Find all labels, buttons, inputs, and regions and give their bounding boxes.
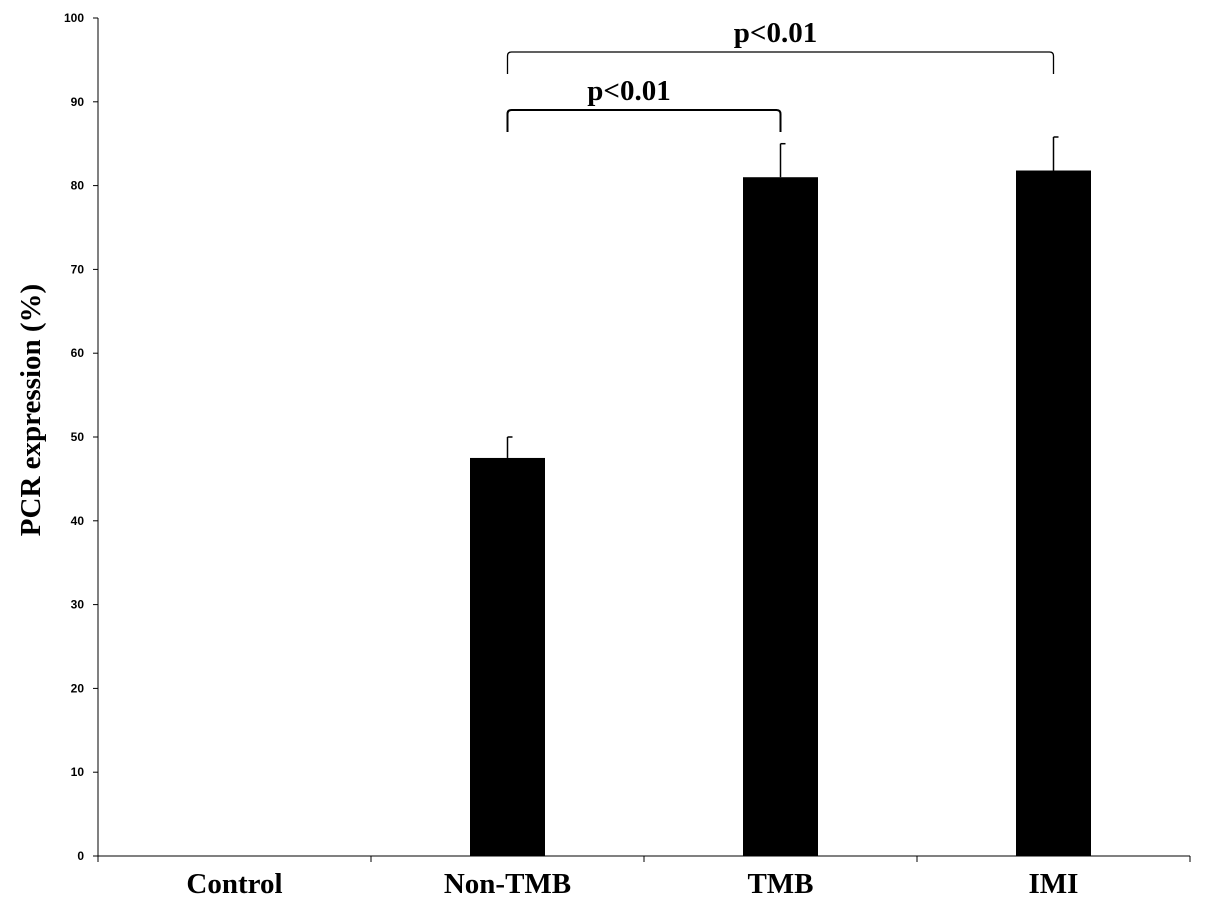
y-tick-label: 50 [71,430,85,444]
y-tick-label: 20 [71,681,85,695]
y-tick-label: 30 [71,598,85,612]
x-category-label: IMI [1029,868,1079,900]
bar [470,457,545,856]
x-category-label: Non-TMB [444,868,571,900]
significance-label: p<0.01 [734,17,817,49]
y-axis: 0 10 20 30 40 50 60 70 80 90 100 [64,11,99,863]
y-tick-label: 70 [71,262,85,276]
error-bars [506,136,1059,458]
y-tick-label: 40 [71,514,85,528]
significance-bracket [506,109,782,132]
y-tick-label: 60 [71,346,85,360]
y-tick-label: 80 [71,179,85,193]
bar [1016,170,1091,857]
y-tick-label: 90 [71,95,85,109]
significance-annotations: p<0.01 p<0.01 [506,17,1055,132]
significance-label: p<0.01 [587,75,670,107]
y-tick-label: 10 [71,765,85,779]
x-axis: Control Non-TMB TMB IMI [97,855,1191,900]
y-tick-label: 0 [77,849,84,863]
x-category-label: Control [186,868,282,900]
bar [743,177,818,857]
x-category-label: TMB [747,868,813,900]
bars [470,170,1091,857]
y-tick-label: 100 [64,11,84,25]
significance-bracket [506,51,1055,74]
y-axis-title: PCR expression (%) [15,284,47,536]
